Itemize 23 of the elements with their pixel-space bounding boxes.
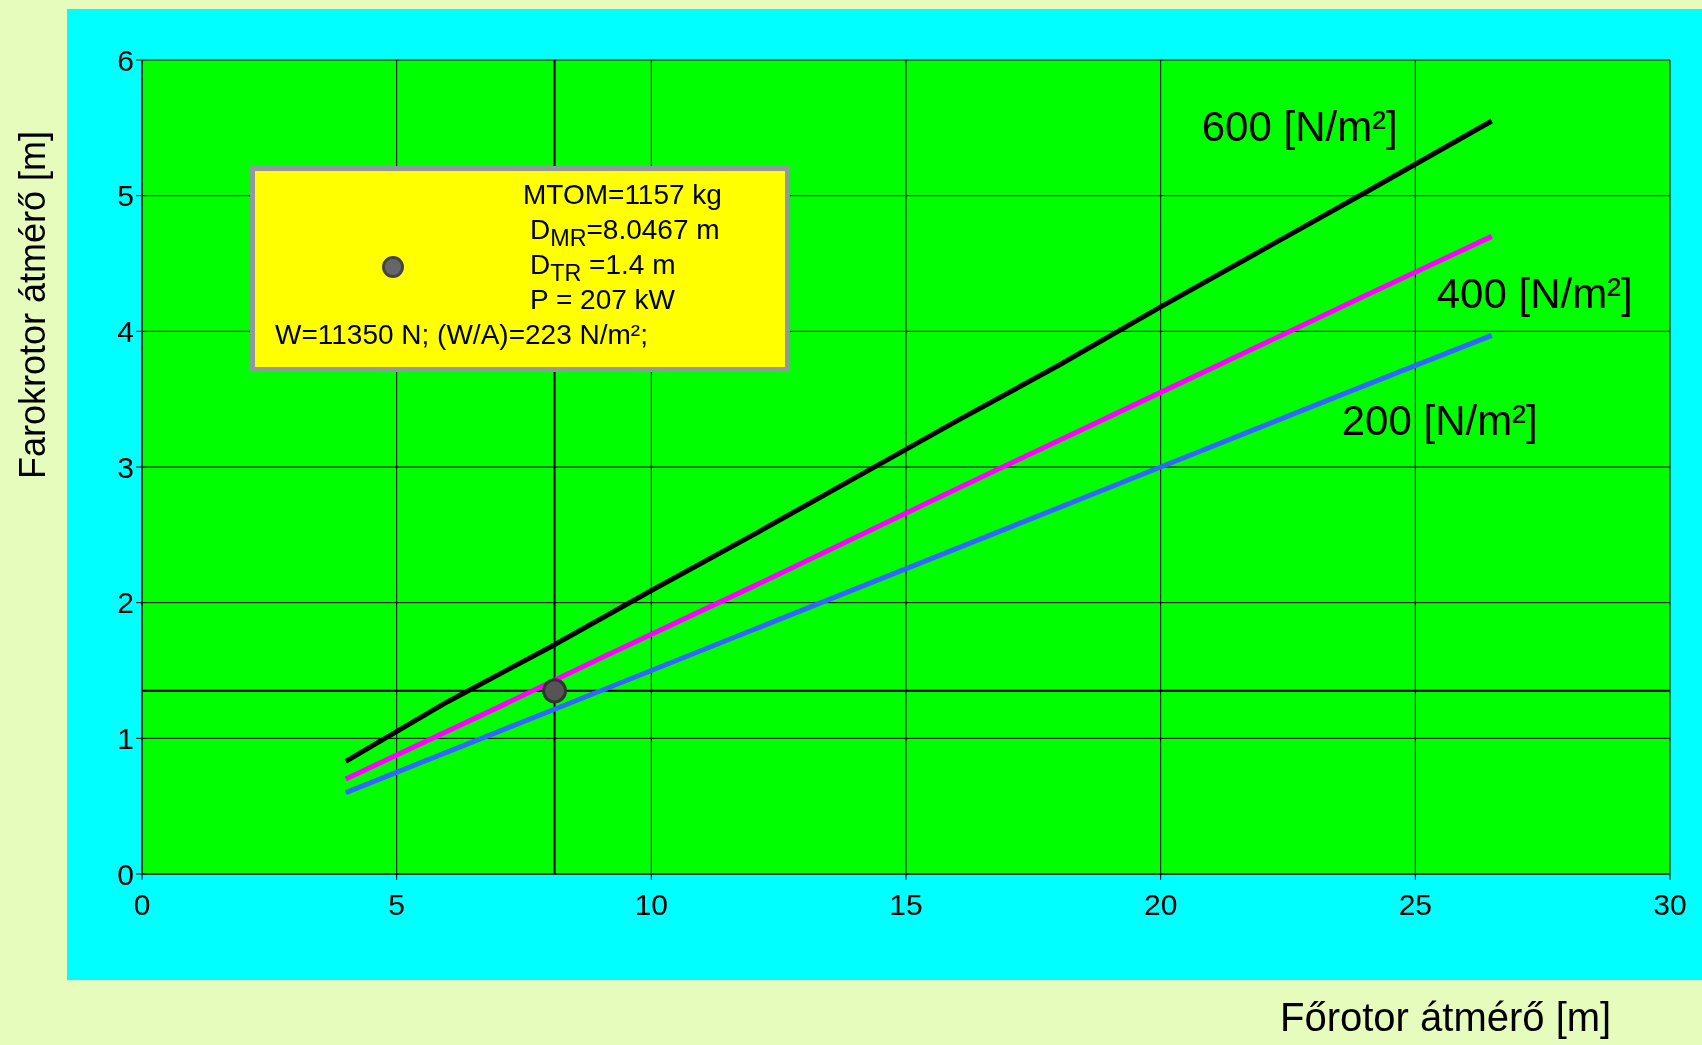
annotation: W=11350 N; (W/A)=223 N/m²; [275, 318, 649, 352]
y-tick-label: 4 [117, 314, 134, 348]
series-label: 400 [N/m²] [1436, 270, 1633, 318]
y-axis-title: Farokrotor átmérő [m] [12, 130, 54, 480]
y-tick-label: 5 [117, 179, 134, 213]
x-tick-label: 15 [889, 888, 923, 922]
y-tick-label: 3 [117, 450, 134, 484]
y-tick-label: 6 [117, 43, 134, 77]
x-tick-label: 20 [1143, 888, 1178, 922]
series-label: 200 [N/m²] [1341, 397, 1538, 445]
annotation: MTOM=1157 kg [523, 178, 723, 212]
x-tick-label: 25 [1398, 888, 1433, 922]
x-tick-label: 30 [1653, 888, 1687, 922]
annotation: D$_{TR}$ =1.4 m [530, 248, 677, 286]
annotation: P = 207 kW [530, 283, 676, 317]
y-tick-label: 1 [117, 721, 134, 755]
x-tick-label: 5 [388, 888, 406, 922]
annotation: D$_{MR}$=8.0467 m [530, 213, 721, 251]
series-label: 600 [N/m²] [1201, 103, 1398, 151]
x-axis-title: Főrotor átmérő [m] [1280, 995, 1612, 1040]
y-tick-label: 0 [117, 857, 134, 891]
x-tick-label: 10 [634, 888, 669, 922]
y-tick-label: 2 [117, 586, 134, 620]
